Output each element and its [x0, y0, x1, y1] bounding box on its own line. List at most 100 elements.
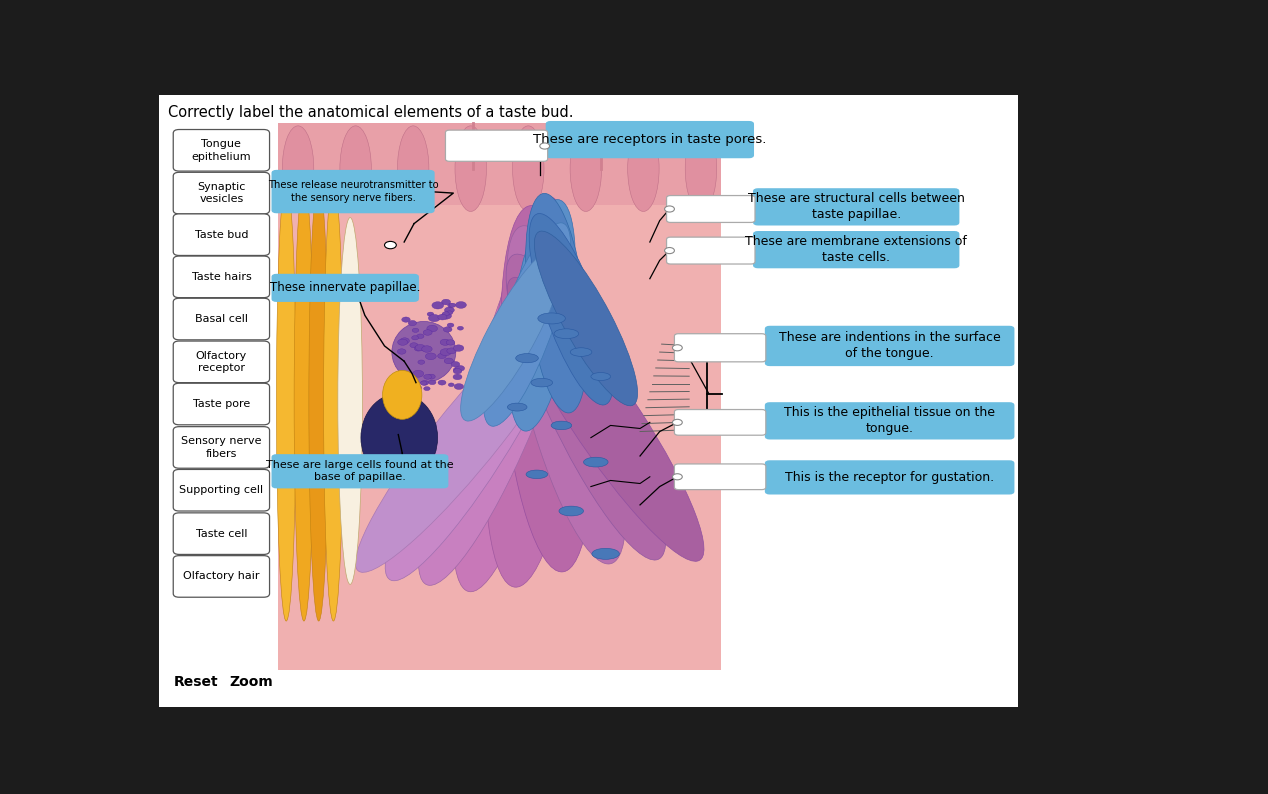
Circle shape — [398, 339, 408, 345]
FancyBboxPatch shape — [667, 237, 754, 264]
Circle shape — [402, 317, 410, 322]
Ellipse shape — [531, 379, 553, 387]
Ellipse shape — [455, 125, 487, 211]
Text: These are membrane extensions of
taste cells.: These are membrane extensions of taste c… — [746, 235, 967, 264]
Circle shape — [453, 368, 462, 374]
Ellipse shape — [453, 216, 572, 592]
FancyBboxPatch shape — [445, 130, 548, 161]
Circle shape — [440, 339, 450, 345]
Text: This is the epithelial tissue on the
tongue.: This is the epithelial tissue on the ton… — [784, 407, 995, 435]
Circle shape — [451, 361, 460, 367]
Circle shape — [411, 384, 421, 391]
FancyBboxPatch shape — [279, 123, 720, 670]
Text: Sensory nerve
fibers: Sensory nerve fibers — [181, 436, 261, 459]
Circle shape — [422, 345, 432, 353]
FancyBboxPatch shape — [174, 469, 270, 511]
Circle shape — [453, 367, 462, 372]
Circle shape — [455, 365, 464, 371]
Ellipse shape — [583, 457, 609, 467]
FancyBboxPatch shape — [174, 256, 270, 298]
Text: These release neurotransmitter to
the sensory nerve fibers.: These release neurotransmitter to the se… — [268, 180, 439, 202]
FancyBboxPatch shape — [174, 384, 270, 425]
Ellipse shape — [538, 313, 566, 324]
FancyBboxPatch shape — [174, 513, 270, 554]
FancyBboxPatch shape — [279, 123, 720, 206]
Ellipse shape — [283, 125, 313, 211]
Text: These are indentions in the surface
of the tongue.: These are indentions in the surface of t… — [779, 331, 1000, 360]
Text: Basal cell: Basal cell — [195, 314, 247, 324]
Circle shape — [454, 384, 464, 390]
FancyBboxPatch shape — [271, 274, 418, 302]
Circle shape — [446, 311, 453, 314]
FancyBboxPatch shape — [765, 403, 1014, 440]
FancyBboxPatch shape — [271, 454, 449, 488]
Ellipse shape — [516, 353, 539, 363]
Circle shape — [453, 374, 462, 380]
Ellipse shape — [512, 125, 544, 211]
Ellipse shape — [559, 506, 583, 516]
Ellipse shape — [591, 372, 611, 380]
FancyBboxPatch shape — [765, 461, 1014, 495]
Ellipse shape — [383, 370, 422, 419]
Text: Taste bud: Taste bud — [195, 229, 249, 240]
Ellipse shape — [507, 403, 527, 411]
Text: These are receptors in taste pores.: These are receptors in taste pores. — [533, 133, 767, 146]
Circle shape — [425, 353, 436, 360]
Ellipse shape — [323, 181, 344, 621]
Text: Taste cell: Taste cell — [195, 529, 247, 538]
Circle shape — [415, 345, 426, 351]
Circle shape — [444, 327, 451, 332]
Text: This is the receptor for gustation.: This is the receptor for gustation. — [785, 471, 994, 484]
FancyBboxPatch shape — [174, 299, 270, 340]
Circle shape — [441, 299, 450, 305]
Ellipse shape — [628, 125, 659, 211]
Ellipse shape — [508, 199, 576, 431]
Circle shape — [444, 358, 454, 364]
Circle shape — [399, 337, 410, 344]
Circle shape — [415, 346, 422, 351]
Text: Zoom: Zoom — [230, 675, 273, 689]
Circle shape — [446, 340, 455, 345]
Circle shape — [441, 313, 451, 319]
Ellipse shape — [484, 196, 579, 588]
Text: Olfactory hair: Olfactory hair — [183, 572, 260, 581]
Circle shape — [672, 419, 682, 426]
Circle shape — [424, 374, 431, 380]
FancyBboxPatch shape — [174, 172, 270, 214]
Ellipse shape — [507, 225, 626, 564]
Circle shape — [384, 241, 397, 249]
Ellipse shape — [294, 181, 313, 621]
Circle shape — [432, 302, 444, 309]
Ellipse shape — [571, 125, 601, 211]
Ellipse shape — [385, 270, 581, 580]
Ellipse shape — [355, 297, 581, 572]
Circle shape — [420, 381, 427, 385]
Circle shape — [443, 312, 449, 316]
FancyBboxPatch shape — [765, 326, 1014, 366]
Text: Taste hairs: Taste hairs — [191, 272, 251, 282]
Ellipse shape — [571, 348, 592, 357]
Circle shape — [445, 307, 454, 313]
Text: Supporting cell: Supporting cell — [179, 485, 264, 495]
Text: Tongue
epithelium: Tongue epithelium — [191, 139, 251, 161]
Ellipse shape — [460, 246, 564, 421]
Circle shape — [417, 334, 424, 338]
Ellipse shape — [525, 194, 587, 413]
Circle shape — [429, 380, 436, 384]
FancyBboxPatch shape — [158, 95, 1018, 707]
Circle shape — [454, 345, 464, 351]
Circle shape — [672, 345, 682, 351]
Circle shape — [427, 326, 437, 332]
Circle shape — [455, 302, 467, 308]
Text: Correctly label the anatomical elements of a taste bud.: Correctly label the anatomical elements … — [169, 105, 574, 120]
Circle shape — [412, 336, 418, 340]
Circle shape — [458, 326, 464, 330]
FancyBboxPatch shape — [675, 410, 766, 435]
FancyBboxPatch shape — [675, 333, 766, 362]
Circle shape — [412, 370, 424, 377]
Ellipse shape — [418, 241, 577, 585]
Ellipse shape — [483, 223, 571, 426]
Circle shape — [427, 374, 435, 379]
Ellipse shape — [276, 181, 295, 621]
Circle shape — [448, 303, 454, 307]
